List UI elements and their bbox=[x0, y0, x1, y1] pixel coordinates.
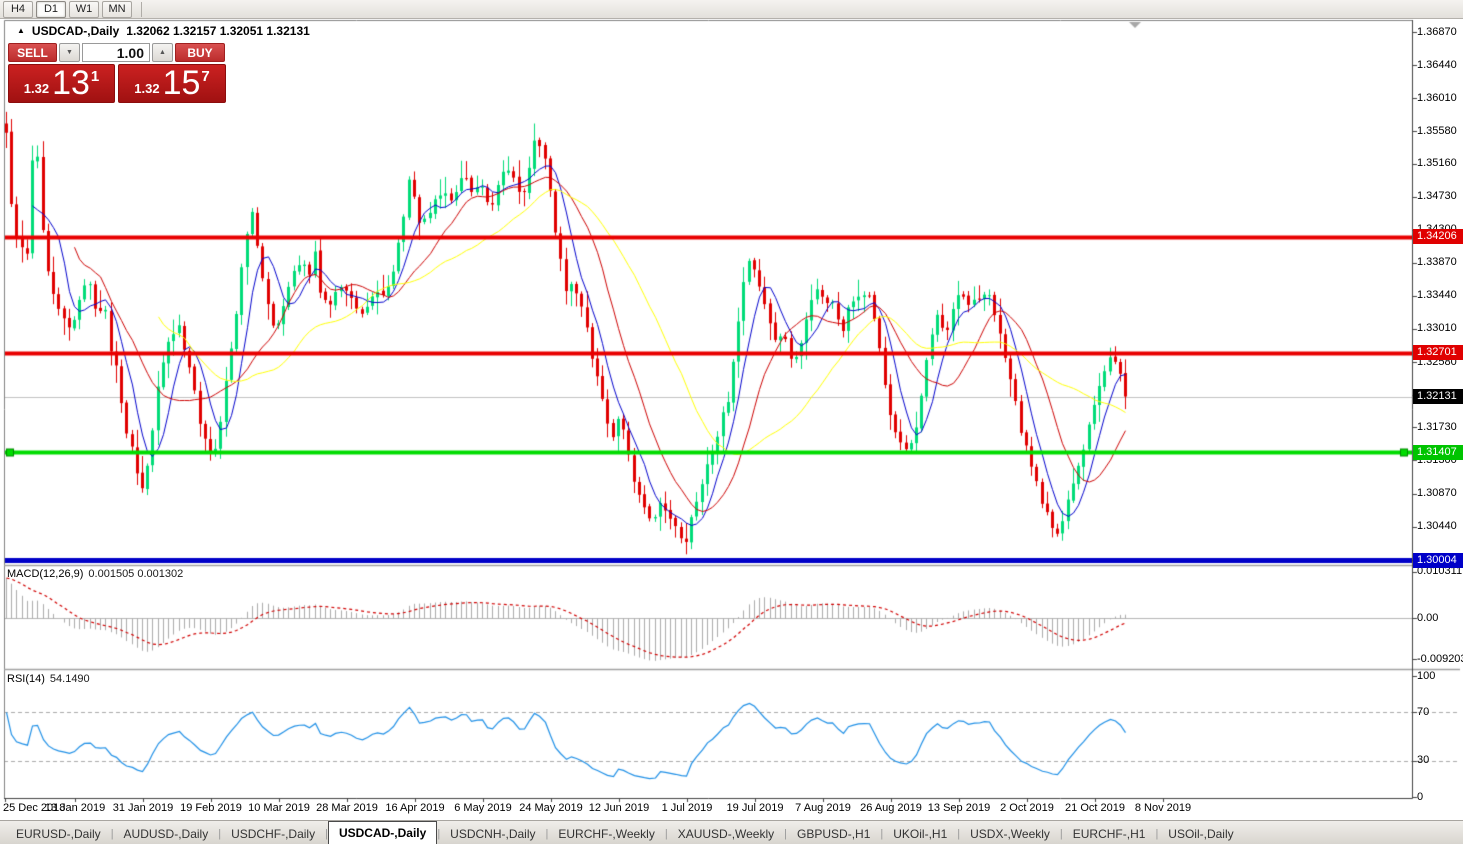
sell-price-big: 13 bbox=[52, 64, 90, 102]
chart-tab-usoil-daily[interactable]: USOil-,Daily bbox=[1168, 827, 1234, 841]
timeframe-button-mn[interactable]: MN bbox=[102, 0, 132, 18]
rsi-title: RSI(14) bbox=[7, 673, 45, 685]
date-tick-label: 1 Jul 2019 bbox=[661, 802, 713, 814]
rsi-label: RSI(14) 54.1490 bbox=[7, 673, 90, 685]
date-tick-label: 12 Jun 2019 bbox=[588, 802, 650, 814]
date-tick-label: 24 May 2019 bbox=[519, 802, 583, 814]
tab-separator: | bbox=[437, 828, 441, 840]
date-tick-label: 7 Aug 2019 bbox=[795, 802, 851, 814]
tab-separator: | bbox=[110, 828, 114, 840]
buy-button[interactable]: BUY bbox=[175, 43, 225, 62]
tab-separator: | bbox=[218, 828, 222, 840]
tab-separator: | bbox=[664, 828, 668, 840]
date-tick-label: 13 Sep 2019 bbox=[927, 802, 991, 814]
chart-tab-eurusd-daily[interactable]: EURUSD-,Daily bbox=[16, 827, 101, 841]
sell-button[interactable]: SELL bbox=[8, 43, 57, 62]
tab-separator: | bbox=[784, 828, 788, 840]
macd-axis-label: 0.010311 bbox=[1417, 565, 1463, 578]
toolbar-separator bbox=[141, 1, 142, 17]
date-tick-label: 8 Nov 2019 bbox=[1134, 802, 1192, 814]
chart-tab-bar: EURUSD-,Daily | AUDUSD-,Daily | USDCHF-,Dail… bbox=[0, 820, 1463, 844]
level-price-label: 1.30004 bbox=[1413, 552, 1463, 568]
price-tick-label: 1.31730 bbox=[1417, 420, 1457, 433]
macd-axis-label: 0.00 bbox=[1417, 611, 1439, 624]
date-tick-label: 19 Feb 2019 bbox=[180, 802, 242, 814]
date-tick-label: 28 Mar 2019 bbox=[316, 802, 378, 814]
chart-tab-usdchf-daily[interactable]: USDCHF-,Daily bbox=[231, 827, 316, 841]
ohlc-quotes: 1.32062 1.32157 1.32051 1.32131 bbox=[126, 24, 310, 38]
macd-axis-label: -0.009203 bbox=[1417, 652, 1463, 665]
chart-tab-usdcad-daily[interactable]: USDCAD-,Daily bbox=[327, 821, 438, 844]
tab-separator: | bbox=[1059, 828, 1063, 840]
sell-price-prefix: 1.32 bbox=[23, 81, 50, 96]
date-tick-label: 13 Jan 2019 bbox=[44, 802, 106, 814]
price-tick-label: 1.30870 bbox=[1417, 487, 1457, 500]
current-price-label: 1.32131 bbox=[1413, 389, 1463, 405]
chart-tab-xauusd-weekly[interactable]: XAUUSD-,Weekly bbox=[677, 827, 775, 841]
rsi-axis-label: 30 bbox=[1417, 754, 1430, 767]
sell-price-pip: 1 bbox=[90, 68, 100, 85]
buy-price-big: 15 bbox=[162, 64, 201, 102]
date-tick-label: 6 May 2019 bbox=[454, 802, 512, 814]
price-tick-label: 1.36440 bbox=[1417, 58, 1457, 71]
buy-price-prefix: 1.32 bbox=[134, 81, 160, 96]
macd-label: MACD(12,26,9) 0.001505 0.001302 bbox=[7, 568, 183, 580]
tab-separator: | bbox=[957, 828, 961, 840]
timeframe-button-d1[interactable]: D1 bbox=[36, 0, 66, 18]
macd-title: MACD(12,26,9) bbox=[7, 568, 84, 580]
price-tick-label: 1.33870 bbox=[1417, 256, 1457, 269]
date-tick-label: 19 Jul 2019 bbox=[726, 802, 784, 814]
chart-title: ▲ USDCAD-,Daily 1.32062 1.32157 1.32051 … bbox=[17, 24, 310, 38]
volume-input[interactable] bbox=[82, 43, 150, 62]
volume-decrease-button[interactable]: ▼ bbox=[59, 43, 80, 62]
chart-tab-gbpusd-h1[interactable]: GBPUSD-,H1 bbox=[797, 827, 871, 841]
level-price-label: 1.34206 bbox=[1413, 229, 1463, 245]
one-click-trading-panel: SELL ▼ ▲ BUY 1.32 13 1 1.32 15 7 bbox=[8, 43, 228, 103]
price-tick-label: 1.34730 bbox=[1417, 190, 1457, 203]
volume-increase-button[interactable]: ▲ bbox=[152, 43, 173, 62]
chart-tab-usdx-weekly[interactable]: USDX-,Weekly bbox=[970, 827, 1050, 841]
date-tick-label: 10 Mar 2019 bbox=[248, 802, 310, 814]
rsi-axis-label: 100 bbox=[1417, 669, 1436, 682]
price-tick-label: 1.35580 bbox=[1417, 124, 1457, 137]
date-tick-label: 2 Oct 2019 bbox=[1000, 802, 1054, 814]
price-tick-label: 1.35160 bbox=[1417, 157, 1457, 170]
chart-tab-eurchf-weekly[interactable]: EURCHF-,Weekly bbox=[558, 827, 655, 841]
sell-price-tile[interactable]: 1.32 13 1 bbox=[8, 64, 115, 103]
symbol-period-label: USDCAD-,Daily bbox=[31, 24, 120, 38]
macd-values: 0.001505 0.001302 bbox=[88, 568, 184, 580]
price-tick-label: 1.33440 bbox=[1417, 289, 1457, 302]
timeframe-button-w1[interactable]: W1 bbox=[69, 0, 99, 18]
tab-separator: | bbox=[545, 828, 549, 840]
chart-tab-eurchf-h1[interactable]: EURCHF-,H1 bbox=[1072, 827, 1146, 841]
timeframe-button-h4[interactable]: H4 bbox=[3, 0, 33, 18]
tab-separator: | bbox=[325, 828, 328, 840]
buy-price-tile[interactable]: 1.32 15 7 bbox=[118, 64, 226, 103]
chart-tab-usdcnh-daily[interactable]: USDCNH-,Daily bbox=[450, 827, 536, 841]
tab-separator: | bbox=[1155, 828, 1159, 840]
date-tick-label: 31 Jan 2019 bbox=[112, 802, 174, 814]
date-tick-label: 16 Apr 2019 bbox=[385, 802, 445, 814]
price-tick-label: 1.30440 bbox=[1417, 520, 1457, 533]
collapse-arrow-icon[interactable]: ▲ bbox=[17, 25, 25, 35]
date-tick-label: 26 Aug 2019 bbox=[860, 802, 922, 814]
price-tick-label: 1.33010 bbox=[1417, 322, 1457, 335]
timeframe-toolbar: H4 D1 W1 MN bbox=[0, 0, 1463, 19]
rsi-axis-label: 0 bbox=[1417, 790, 1424, 803]
tab-separator: | bbox=[880, 828, 884, 840]
chart-tab-audusd-daily[interactable]: AUDUSD-,Daily bbox=[123, 827, 209, 841]
level-price-label: 1.32701 bbox=[1413, 345, 1463, 361]
buy-price-pip: 7 bbox=[201, 68, 210, 85]
rsi-axis-label: 70 bbox=[1417, 705, 1430, 718]
date-tick-label: 25 Dec 2018 bbox=[3, 802, 66, 814]
trade-price-tiles: 1.32 13 1 1.32 15 7 bbox=[8, 64, 228, 103]
price-tick-label: 1.36010 bbox=[1417, 91, 1457, 104]
rsi-value: 54.1490 bbox=[49, 673, 90, 685]
trade-controls-row: SELL ▼ ▲ BUY bbox=[8, 43, 228, 62]
price-tick-label: 1.36870 bbox=[1417, 25, 1457, 38]
date-tick-label: 21 Oct 2019 bbox=[1065, 802, 1125, 814]
level-price-label: 1.31407 bbox=[1413, 444, 1463, 460]
chart-tab-ukoil-h1[interactable]: UKOil-,H1 bbox=[893, 827, 948, 841]
